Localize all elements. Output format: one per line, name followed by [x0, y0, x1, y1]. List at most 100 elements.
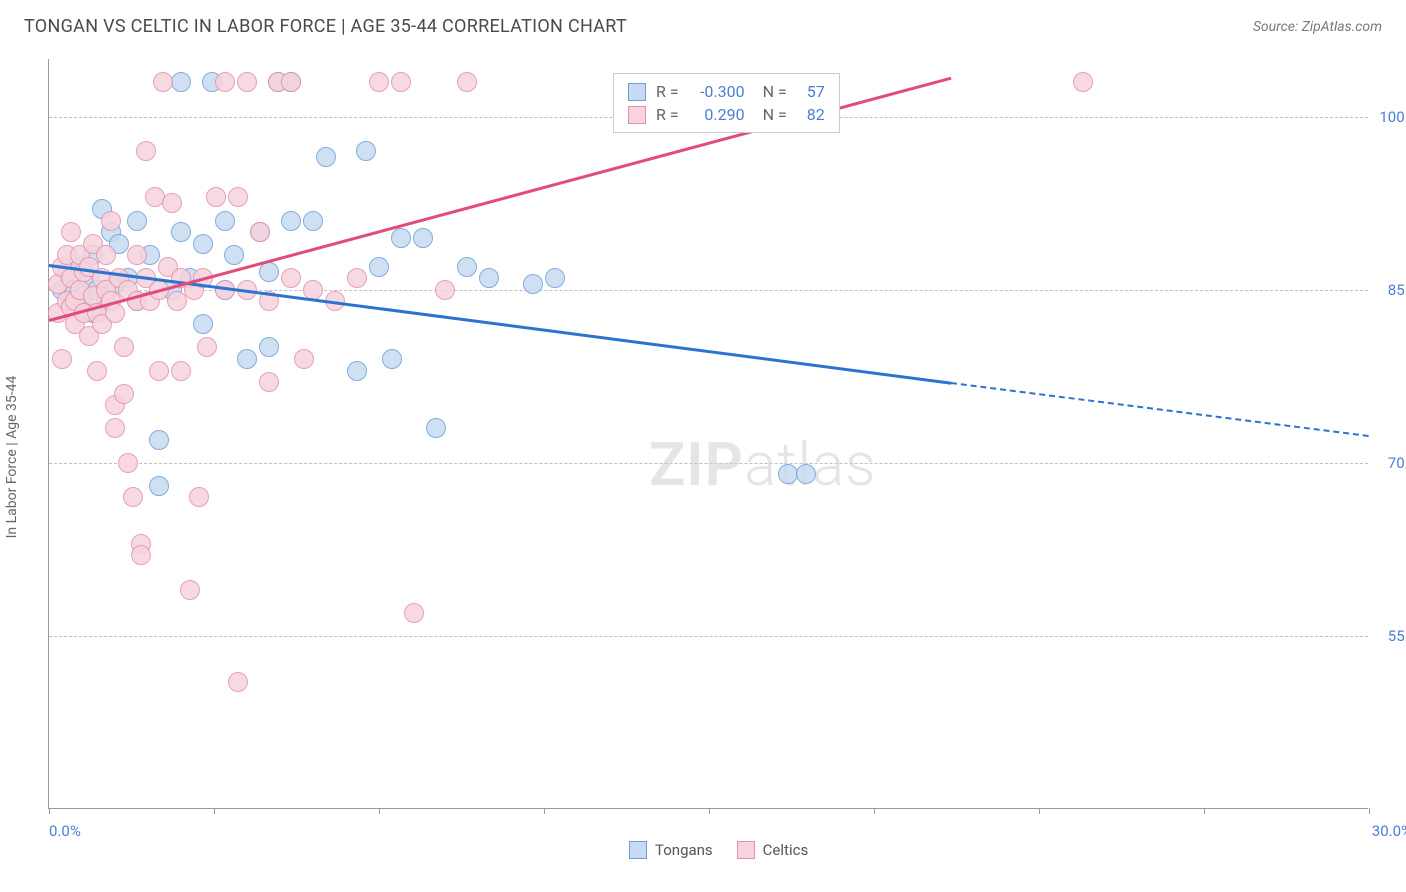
data-point	[404, 603, 424, 623]
data-point	[237, 72, 257, 92]
data-point	[303, 211, 323, 231]
data-point	[281, 268, 301, 288]
data-point	[149, 476, 169, 496]
legend: Tongans Celtics	[629, 841, 808, 859]
data-point	[215, 72, 235, 92]
data-point	[87, 361, 107, 381]
data-point	[52, 349, 72, 369]
series-swatch	[628, 106, 646, 124]
data-point	[426, 418, 446, 438]
data-point	[457, 257, 477, 277]
data-point	[413, 228, 433, 248]
y-tick-label: 85.0%	[1388, 281, 1406, 299]
data-point	[281, 211, 301, 231]
data-point	[259, 372, 279, 392]
data-point	[101, 211, 121, 231]
stats-n-label: N =	[763, 82, 787, 101]
legend-item: Celtics	[737, 841, 809, 859]
y-tick-label: 55.0%	[1388, 627, 1406, 645]
data-point	[153, 72, 173, 92]
data-point	[457, 72, 477, 92]
y-axis-title: In Labor Force | Age 35-44	[4, 376, 20, 539]
data-point	[294, 349, 314, 369]
legend-swatch	[737, 841, 755, 859]
x-tick	[544, 808, 545, 814]
stats-n-value: 82	[797, 105, 825, 124]
data-point	[228, 187, 248, 207]
data-point	[237, 349, 257, 369]
gridline	[49, 463, 1368, 464]
data-point	[149, 430, 169, 450]
data-point	[167, 291, 187, 311]
data-point	[136, 141, 156, 161]
stats-n-value: 57	[797, 82, 825, 101]
data-point	[114, 337, 134, 357]
data-point	[523, 274, 543, 294]
data-point	[796, 464, 816, 484]
data-point	[479, 268, 499, 288]
stats-n-label: N =	[763, 105, 787, 124]
data-point	[545, 268, 565, 288]
data-point	[171, 72, 191, 92]
data-point	[105, 418, 125, 438]
watermark: ZIPatlas	[649, 429, 877, 500]
stats-r-label: R =	[656, 82, 679, 101]
legend-label: Celtics	[763, 841, 809, 859]
data-point	[215, 211, 235, 231]
x-tick	[379, 808, 380, 814]
y-tick-label: 100.0%	[1379, 108, 1406, 126]
data-point	[347, 268, 367, 288]
data-point	[118, 453, 138, 473]
data-point	[435, 280, 455, 300]
series-swatch	[628, 83, 646, 101]
data-point	[171, 361, 191, 381]
data-point	[105, 303, 125, 323]
data-point	[369, 72, 389, 92]
data-point	[131, 545, 151, 565]
legend-label: Tongans	[655, 841, 713, 859]
trend-line-dashed	[951, 382, 1369, 437]
data-point	[149, 361, 169, 381]
data-point	[391, 228, 411, 248]
x-tick	[709, 808, 710, 814]
data-point	[259, 262, 279, 282]
data-point	[162, 193, 182, 213]
data-point	[193, 234, 213, 254]
plot-area: 55.0%70.0%85.0%100.0%0.0%30.0%ZIPatlasR …	[48, 59, 1368, 809]
legend-swatch	[629, 841, 647, 859]
stats-r-value: 0.290	[689, 105, 745, 124]
data-point	[193, 314, 213, 334]
data-point	[123, 487, 143, 507]
chart-header: TONGAN VS CELTIC IN LABOR FORCE | AGE 35…	[0, 0, 1406, 49]
x-tick	[214, 808, 215, 814]
data-point	[224, 245, 244, 265]
x-tick	[49, 808, 50, 814]
legend-item: Tongans	[629, 841, 713, 859]
data-point	[391, 72, 411, 92]
data-point	[96, 245, 116, 265]
data-point	[127, 245, 147, 265]
correlation-stats-box: R = -0.300 N = 57 R = 0.290 N = 82	[613, 73, 840, 133]
data-point	[206, 187, 226, 207]
stats-row: R = -0.300 N = 57	[628, 80, 825, 103]
data-point	[281, 72, 301, 92]
x-tick	[1204, 808, 1205, 814]
chart-container: In Labor Force | Age 35-44 55.0%70.0%85.…	[0, 49, 1406, 879]
data-point	[347, 361, 367, 381]
x-tick	[874, 808, 875, 814]
data-point	[382, 349, 402, 369]
gridline	[49, 636, 1368, 637]
data-point	[228, 672, 248, 692]
data-point	[189, 487, 209, 507]
chart-title: TONGAN VS CELTIC IN LABOR FORCE | AGE 35…	[24, 16, 627, 37]
stats-row: R = 0.290 N = 82	[628, 103, 825, 126]
source-attribution: Source: ZipAtlas.com	[1253, 19, 1382, 35]
data-point	[127, 211, 147, 231]
stats-r-value: -0.300	[689, 82, 745, 101]
data-point	[114, 384, 134, 404]
data-point	[197, 337, 217, 357]
data-point	[250, 222, 270, 242]
x-axis-max-label: 30.0%	[1372, 822, 1406, 840]
stats-r-label: R =	[656, 105, 679, 124]
x-tick	[1039, 808, 1040, 814]
